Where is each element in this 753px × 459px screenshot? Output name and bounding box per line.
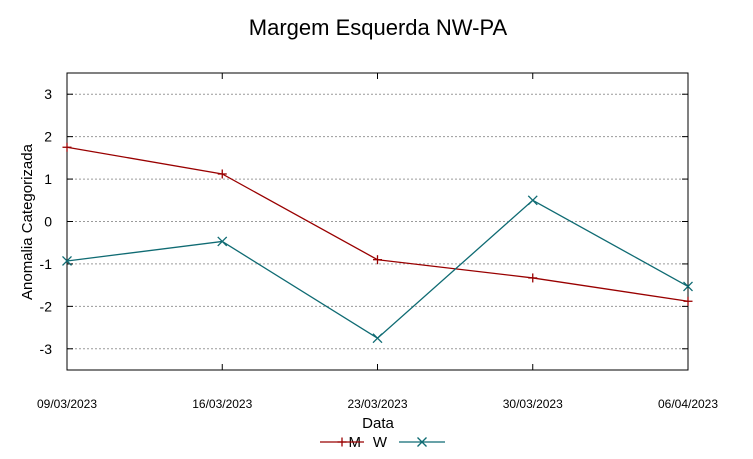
y-tick-label: -3 [40,341,53,357]
x-tick-label: 23/03/2023 [347,397,407,411]
data-point [683,281,693,292]
series-W [62,195,693,344]
x-tick-label: 06/04/2023 [658,397,718,411]
y-tick-label: -1 [40,256,53,272]
x-tick-label: 16/03/2023 [192,397,252,411]
y-tick-label: -2 [40,298,53,314]
data-point [528,273,538,283]
marker-stroke [217,236,228,247]
y-tick-label: 0 [44,214,52,230]
marker-stroke [62,255,72,266]
y-axis-label: Anomalia Categorizada [19,143,36,300]
chart-title: Margem Esquerda NW-PA [249,15,508,40]
marker-stroke [417,437,427,447]
legend-marker-M [337,437,347,447]
y-tick-label: 1 [44,171,52,187]
data-point [527,195,538,206]
data-point [372,333,383,344]
series-line-M [66,146,689,302]
x-axis-label: Data [362,415,394,432]
x-tick-label: 09/03/2023 [37,397,97,411]
y-axis: 3 2 1 0 -1 -2 -3 [40,86,688,357]
legend-label-W: W [373,434,388,451]
series [62,142,693,344]
y-tick-label: 2 [44,129,52,145]
x-axis: 09/03/2023 16/03/2023 23/03/2023 30/03/2023… [37,73,718,411]
legend-marker-W [417,437,427,447]
marker-stroke [527,195,538,206]
data-point [62,142,72,152]
y-tick-label: 3 [44,86,52,102]
data-point [373,255,382,265]
grid [67,93,688,350]
series-M [62,142,693,306]
marker-stroke [372,333,383,344]
x-tick-label: 30/03/2023 [503,397,563,411]
marker-stroke [683,281,693,292]
data-point [217,236,228,247]
data-point [683,296,693,306]
data-point [62,255,72,266]
series-line-W [66,199,689,339]
data-point [217,169,227,179]
